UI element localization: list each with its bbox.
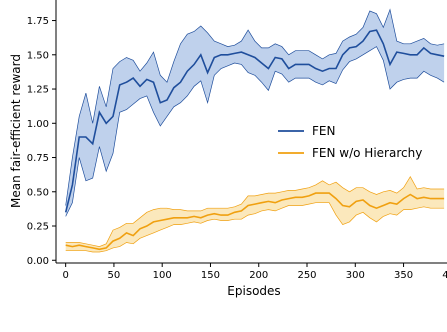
fen-no-hierarchy-band <box>65 176 445 252</box>
y-tick-label: 1.75 <box>27 16 49 27</box>
y-axis-label: Mean fair-efficient reward <box>9 54 23 208</box>
fen-no-hierarchy-mean-line <box>65 192 445 251</box>
x-ticks: 0 50 100 150 200 250 300 350 400 <box>62 263 447 281</box>
axes <box>55 0 447 264</box>
x-tick-label: 50 <box>108 270 121 281</box>
y-tick-label: 0.75 <box>27 153 49 164</box>
x-tick-label: 250 <box>297 270 316 281</box>
y-tick-label: 1.00 <box>27 119 49 130</box>
legend-label-fen-no-hierarchy: FEN w/o Hierarchy <box>312 146 422 160</box>
fen-band-lower-edge <box>65 46 445 217</box>
x-tick-label: 150 <box>201 270 220 281</box>
fen-mean-line <box>64 29 445 213</box>
confidence-bands <box>65 8 445 253</box>
fen-no-hierarchy-band-lower-edge <box>65 202 445 253</box>
x-tick-label: 100 <box>153 270 172 281</box>
y-tick-label: 0.25 <box>27 222 49 233</box>
x-tick-label: 400 <box>442 270 447 281</box>
x-tick-label: 200 <box>249 270 268 281</box>
x-tick-label: 350 <box>394 270 413 281</box>
y-tick-label: 0.00 <box>27 256 49 267</box>
legend: FEN FEN w/o Hierarchy <box>278 124 422 160</box>
fen-no-hierarchy-band-upper-edge <box>65 176 445 247</box>
x-axis-label: Episodes <box>227 284 280 298</box>
y-tick-label: 0.50 <box>27 187 49 198</box>
y-ticks: 0.00 0.25 0.50 0.75 1.00 1.25 1.50 1.75 <box>27 16 56 267</box>
x-tick-label: 0 <box>62 270 68 281</box>
x-tick-label: 300 <box>346 270 365 281</box>
y-tick-label: 1.25 <box>27 85 49 96</box>
legend-label-fen: FEN <box>312 124 335 138</box>
fen-band-upper-edge <box>65 8 445 206</box>
y-tick-label: 1.50 <box>27 50 49 61</box>
series-lines <box>64 29 445 251</box>
